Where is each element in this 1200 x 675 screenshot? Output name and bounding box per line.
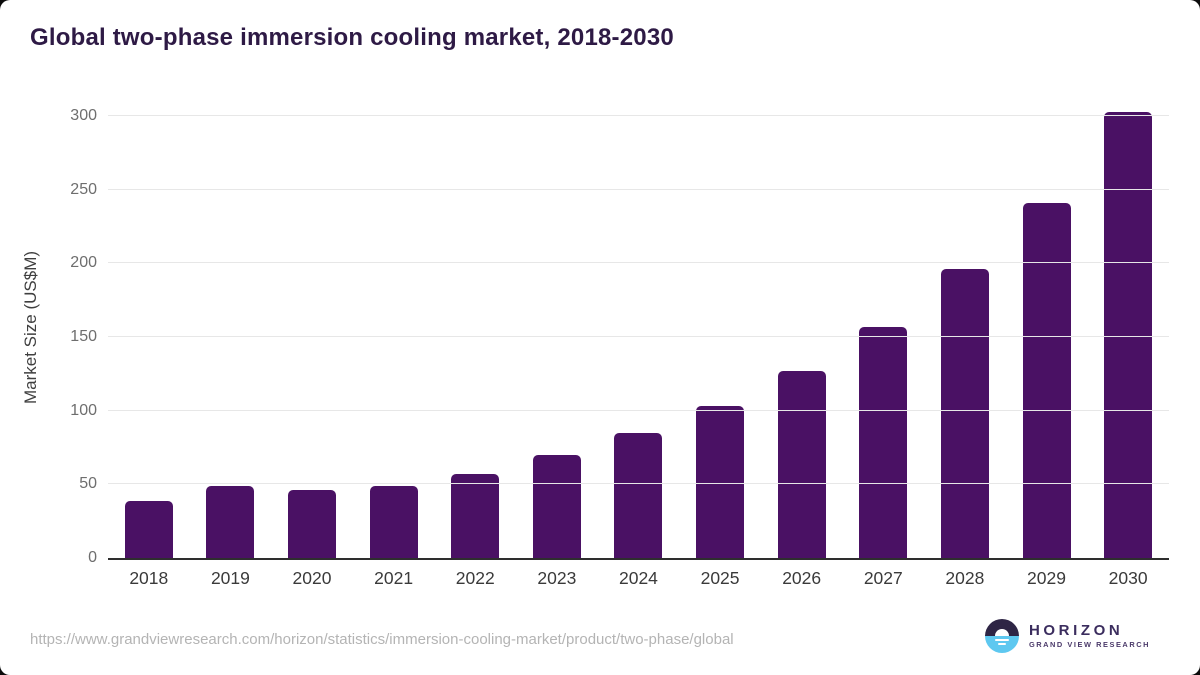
bar-column [353, 66, 435, 558]
bar-2023 [532, 454, 581, 558]
logo-text: HORIZON GRAND VIEW RESEARCH [1029, 623, 1150, 648]
gridline [108, 188, 1169, 190]
bar-2026 [777, 370, 826, 558]
chart-title: Global two-phase immersion cooling marke… [30, 24, 674, 51]
x-axis-labels: 2018 2019 2020 2021 2022 2023 2024 2025 2026 2027… [108, 568, 1169, 589]
bar-column [190, 66, 272, 558]
gridline [108, 262, 1169, 264]
bar-column [924, 66, 1006, 558]
x-tick-label: 2029 [1027, 568, 1066, 588]
x-tick-label: 2021 [374, 568, 414, 588]
bar-2028 [940, 269, 989, 558]
x-tick-label: 2026 [782, 568, 822, 588]
x-tick-label: 2027 [863, 568, 903, 588]
bar-column [598, 66, 680, 558]
x-tick-label: 2024 [618, 568, 658, 588]
gridline [108, 409, 1169, 411]
x-tick-label: 2022 [455, 568, 495, 588]
bar-2025 [696, 406, 745, 558]
bar-column [434, 66, 516, 558]
bar-column [516, 66, 598, 558]
bar-2022 [451, 474, 500, 558]
y-tick-label: 50 [79, 475, 97, 493]
y-axis-title: Market Size (US$M) [21, 250, 40, 404]
bar-column [1006, 66, 1088, 558]
bar-2030 [1104, 111, 1153, 558]
bar-2024 [614, 432, 663, 558]
bar-2029 [1022, 202, 1071, 558]
y-tick-label: 0 [88, 549, 97, 566]
bar-column [679, 66, 761, 558]
logo-title: HORIZON [1028, 622, 1124, 640]
logo-subtitle: GRAND VIEW RESEARCH [1028, 640, 1150, 650]
y-tick-label: 100 [70, 401, 97, 419]
x-tick-label: 2030 [1108, 568, 1148, 588]
reflection-line-icon [997, 643, 1006, 645]
gridline [108, 483, 1169, 485]
y-tick-label: 250 [70, 180, 97, 198]
x-tick-label: 2028 [945, 568, 985, 588]
bar-column [271, 66, 353, 558]
y-tick-label: 150 [70, 328, 97, 345]
horizon-logo: HORIZON GRAND VIEW RESEARCH [984, 619, 1150, 653]
gridline [108, 336, 1169, 337]
reflection-line-icon [994, 639, 1009, 641]
bar-column [842, 66, 924, 558]
x-tick-label: 2019 [210, 568, 250, 588]
x-tick-label: 2025 [700, 568, 740, 588]
y-tick-label: 300 [70, 107, 97, 124]
plot-area: 0 50 100 150 200 250 300 [70, 96, 1169, 566]
source-url: https://www.grandviewresearch.com/horizo… [30, 631, 734, 648]
horizon-logo-icon [984, 619, 1019, 653]
sun-icon [994, 629, 1009, 636]
bar-2018 [124, 500, 173, 558]
y-tick-label: 200 [70, 254, 97, 272]
bar-2019 [206, 485, 255, 558]
x-tick-label: 2023 [537, 568, 577, 588]
bar-column [108, 66, 190, 558]
bar-2020 [288, 490, 337, 558]
bar-column [761, 66, 843, 558]
gridline [108, 115, 1169, 116]
x-tick-label: 2020 [292, 568, 332, 588]
bar-2027 [859, 326, 908, 558]
x-tick-label: 2018 [129, 568, 169, 588]
bar-2021 [369, 485, 418, 558]
